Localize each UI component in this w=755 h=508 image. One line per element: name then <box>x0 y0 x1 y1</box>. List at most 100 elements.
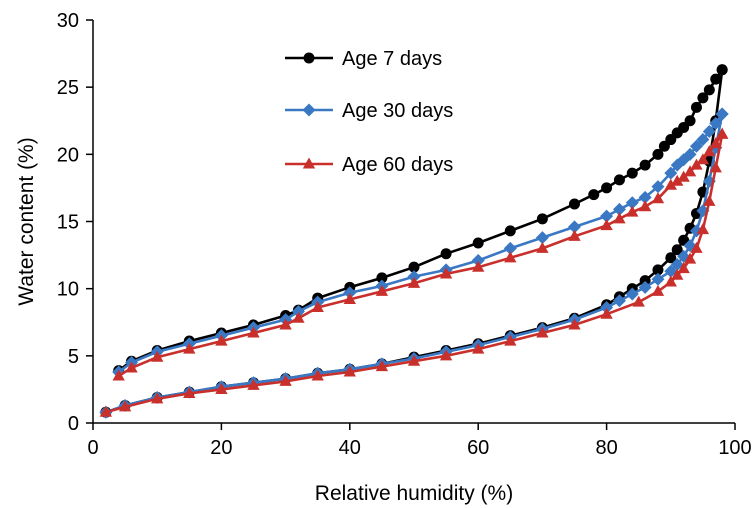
data-point <box>677 262 690 274</box>
data-point <box>183 342 196 354</box>
y-axis-ticks: 0 5 10 15 20 25 30 <box>57 10 93 435</box>
data-point <box>601 182 613 194</box>
data-point <box>651 192 665 204</box>
data-point <box>703 145 716 157</box>
data-point <box>472 260 485 272</box>
legend: Age 7 days Age 30 days Age 60 days <box>285 48 453 176</box>
data-point <box>376 272 388 284</box>
data-point <box>683 165 697 177</box>
data-point <box>612 294 626 308</box>
data-point <box>689 139 703 153</box>
series-layer <box>99 64 729 419</box>
data-point <box>292 311 305 323</box>
data-point <box>112 369 125 381</box>
data-point <box>702 124 716 138</box>
legend-label: Age 30 days <box>342 100 453 122</box>
data-point <box>504 251 517 263</box>
data-point <box>279 318 292 330</box>
data-point <box>279 374 292 386</box>
data-point <box>613 212 626 224</box>
data-point <box>658 140 670 152</box>
data-point <box>151 350 164 362</box>
data-point <box>638 200 652 212</box>
legend-label: Age 60 days <box>342 154 453 176</box>
data-point <box>690 241 703 253</box>
data-point <box>696 223 710 235</box>
data-point <box>568 229 581 241</box>
data-point <box>715 107 729 121</box>
data-point <box>151 392 164 404</box>
data-point <box>568 318 581 330</box>
series-3 <box>99 127 729 417</box>
data-point <box>703 84 715 96</box>
data-point <box>612 202 626 216</box>
data-point <box>504 225 516 237</box>
data-point <box>343 292 356 304</box>
data-point <box>632 295 645 307</box>
data-point <box>568 220 581 234</box>
data-point <box>183 386 196 398</box>
data-point <box>440 248 452 260</box>
data-point <box>690 158 703 170</box>
x-axis-ticks: 0 20 40 60 80 100 <box>87 423 752 459</box>
data-point <box>311 369 324 381</box>
data-point <box>709 116 723 130</box>
data-point <box>664 275 677 287</box>
data-point <box>472 237 484 249</box>
data-point <box>343 286 357 300</box>
data-point <box>664 166 678 180</box>
data-point <box>710 73 722 85</box>
y-tick-label: 5 <box>68 346 79 368</box>
data-point <box>375 360 389 372</box>
data-point <box>626 205 639 217</box>
data-point <box>125 361 138 373</box>
data-point <box>671 244 683 256</box>
y-tick-label: 20 <box>57 144 79 166</box>
data-point <box>652 148 664 160</box>
data-point <box>683 252 697 264</box>
data-point <box>613 174 625 186</box>
data-point <box>703 194 716 206</box>
data-point <box>651 284 665 296</box>
legend-entry-3: Age 60 days <box>285 154 453 176</box>
data-point <box>408 261 420 273</box>
data-point <box>670 158 684 172</box>
data-point <box>569 198 580 210</box>
data-point <box>439 267 453 279</box>
y-tick-label: 30 <box>57 10 79 32</box>
data-point <box>536 241 549 253</box>
data-point <box>625 287 639 301</box>
data-point <box>651 180 665 194</box>
data-point <box>638 280 652 294</box>
data-point <box>407 276 421 288</box>
data-point <box>503 241 517 255</box>
data-point <box>689 224 703 238</box>
data-point <box>247 326 260 338</box>
x-tick-label: 60 <box>467 437 489 459</box>
x-tick-label: 0 <box>87 437 98 459</box>
data-point <box>600 209 614 223</box>
data-point <box>715 127 729 139</box>
data-point <box>639 275 651 287</box>
data-point <box>652 264 664 276</box>
data-point <box>375 284 389 296</box>
data-point <box>665 252 677 264</box>
x-axis-title: Relative humidity (%) <box>315 482 513 505</box>
data-point <box>407 354 421 366</box>
legend-label: Age 7 days <box>342 48 442 70</box>
data-point <box>588 189 600 201</box>
x-tick-label: 20 <box>210 437 232 459</box>
y-tick-label: 10 <box>57 279 79 301</box>
data-point <box>709 137 722 149</box>
x-tick-label: 80 <box>595 437 617 459</box>
data-point <box>600 300 614 314</box>
legend-marker <box>302 157 316 169</box>
data-point <box>536 213 548 225</box>
data-point <box>671 174 684 186</box>
data-point <box>311 300 324 313</box>
data-point <box>343 365 356 377</box>
data-point <box>407 270 421 284</box>
data-point <box>677 170 690 182</box>
x-tick-label: 100 <box>718 437 751 459</box>
